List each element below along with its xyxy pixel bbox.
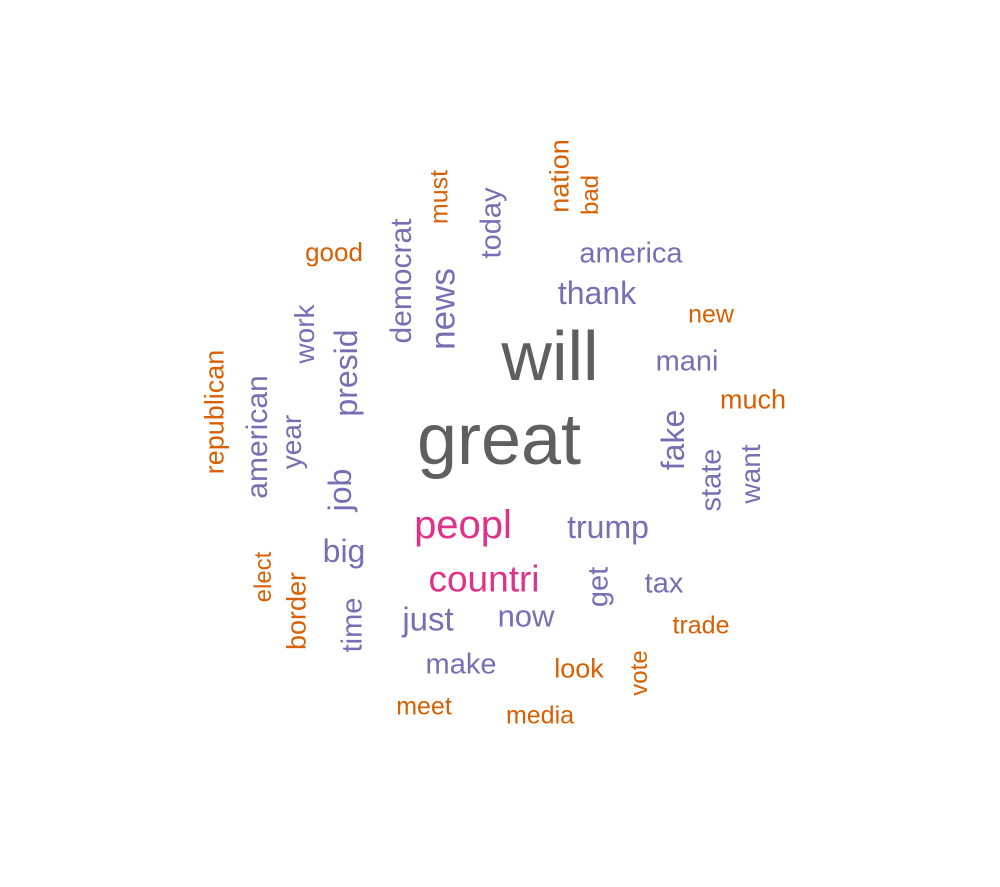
word-bad: bad [577, 174, 604, 216]
word-must: must [425, 169, 454, 225]
word-new: new [688, 300, 734, 329]
word-nation: nation [544, 139, 575, 213]
word-american: american [241, 375, 274, 499]
word-peopl: peopl [414, 503, 512, 547]
word-presid: presid [328, 329, 364, 417]
word-good: good [305, 237, 363, 267]
word-mani: mani [655, 345, 719, 378]
word-countri: countri [428, 558, 540, 600]
word-border: border [281, 571, 312, 651]
word-tax: tax [644, 567, 684, 600]
word-republican: republican [199, 349, 230, 475]
word-big: big [322, 533, 366, 569]
word-now: now [497, 598, 555, 634]
word-state: state [695, 448, 728, 512]
word-just: just [402, 600, 454, 638]
word-today: today [475, 187, 508, 259]
word-trade: trade [672, 611, 730, 640]
word-elect: elect [250, 551, 277, 603]
word-america: america [579, 237, 683, 270]
word-work: work [289, 304, 320, 364]
word-job: job [322, 468, 358, 512]
word-vote: vote [626, 650, 653, 696]
word-great: great [416, 400, 582, 480]
word-thank: thank [557, 275, 637, 311]
word-get: get [582, 566, 615, 608]
word-much: much [719, 384, 787, 415]
word-meet: meet [396, 692, 452, 721]
word-time: time [336, 597, 369, 653]
word-year: year [276, 414, 307, 470]
word-want: want [735, 444, 766, 504]
word-look: look [554, 653, 604, 684]
word-trump: trump [567, 509, 649, 545]
word-make: make [425, 648, 497, 681]
word-news: news [423, 268, 463, 350]
word-will: will [501, 317, 599, 395]
word-fake: fake [655, 409, 691, 471]
word-democrat: democrat [385, 218, 418, 344]
word-media: media [505, 701, 575, 730]
